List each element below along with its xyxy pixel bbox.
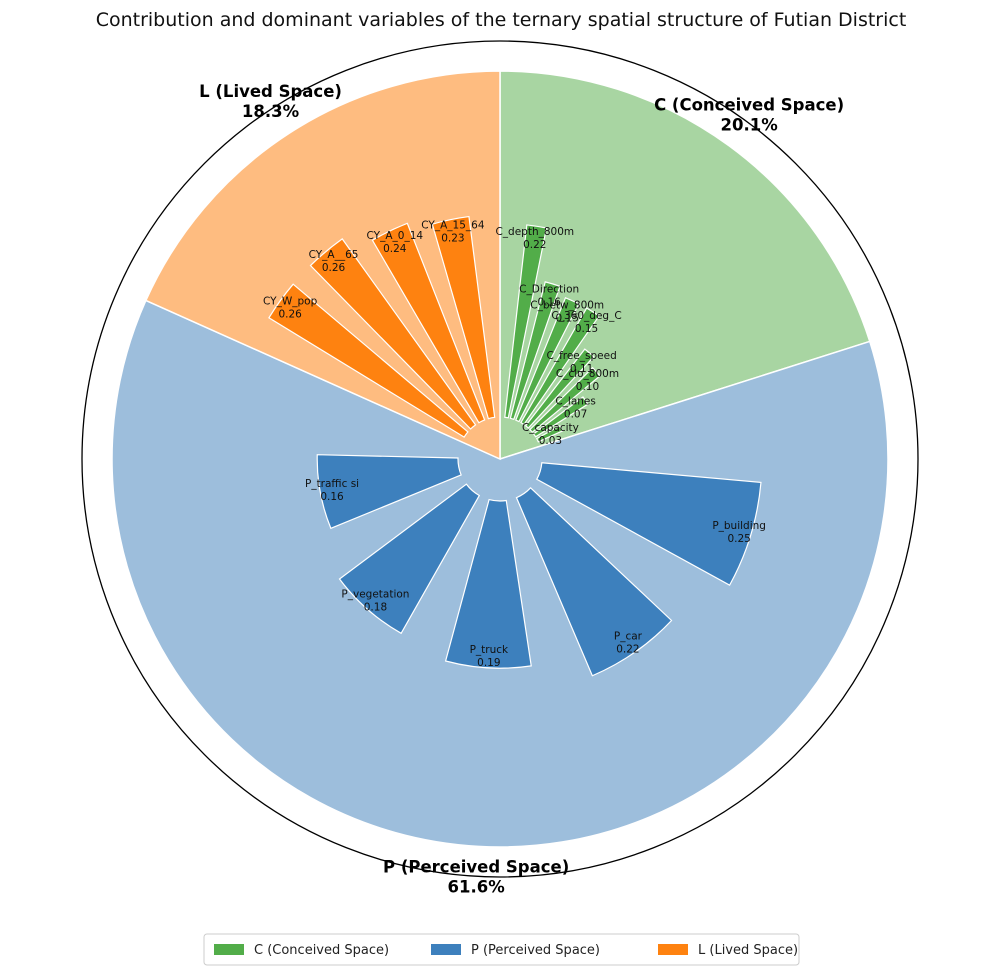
section-percent-p: 61.6% — [448, 877, 506, 896]
legend-entry-c: C (Conceived Space) — [254, 943, 389, 958]
bar-value-c-betw-800m: 0.15 — [556, 313, 579, 325]
bar-value-cy-a-65: 0.26 — [322, 262, 346, 274]
bar-cy-a-15-64 — [431, 215, 496, 420]
legend-frame — [203, 933, 800, 966]
section-label-l: L (Lived Space) — [199, 82, 342, 101]
section-labels: C (Conceived Space)20.1% P (Perceived Spa… — [199, 82, 844, 896]
bar-p-truck — [444, 498, 532, 669]
bar-value-p-building: 0.25 — [727, 533, 750, 545]
bar-value-p-car: 0.22 — [616, 643, 639, 655]
bar-label-c-betw-800m: C_betw_800m — [530, 300, 604, 312]
bar-label-c-clo-800m: C_clo_800m — [556, 368, 619, 380]
bar-c-clo-800m — [529, 366, 601, 433]
bar-value-cy-a-0-14: 0.24 — [383, 243, 407, 255]
section-wedge-c — [499, 70, 871, 461]
bar-p-traffic-si — [316, 454, 462, 530]
bar-label-p-vegetation: P_vegetation — [341, 588, 409, 600]
bar-c-betw-800m — [515, 297, 580, 423]
bar-label-c-360-deg-c: C_360_deg_C — [551, 310, 621, 322]
bar-c-depth-800m — [504, 224, 548, 419]
legend-swatch-l — [658, 944, 688, 955]
bar-label-c-direction: C_Direction — [519, 283, 579, 295]
bar-c-360-deg-c — [520, 307, 600, 426]
bar-p-car — [515, 486, 673, 677]
legend-entry-l: L (Lived Space) — [698, 943, 798, 958]
legend-entry-p: P (Perceived Space) — [471, 943, 600, 958]
bar-value-cy-a-15-64: 0.23 — [441, 232, 464, 244]
legend-swatch-p — [431, 944, 461, 955]
bar-c-direction — [509, 281, 561, 421]
bar-value-c-depth-800m: 0.22 — [523, 239, 546, 251]
bar-c-free-speed — [524, 348, 595, 429]
bar-label-c-free-speed: C_free_speed — [546, 350, 616, 362]
section-percent-l: 18.3% — [242, 102, 300, 121]
section-label-p: P (Perceived Space) — [383, 857, 569, 876]
bar-p-building — [535, 462, 762, 586]
bar-value-p-vegetation: 0.18 — [364, 601, 387, 613]
bar-label-c-depth-800m: C_depth_800m — [495, 226, 574, 238]
section-percent-c: 20.1% — [720, 115, 778, 134]
section-label-c: C (Conceived Space) — [654, 95, 844, 114]
bar-cy-a-65 — [309, 238, 477, 430]
bar-value-p-traffic-si: 0.16 — [320, 491, 344, 503]
bar-value-cy-w-pop: 0.26 — [278, 309, 302, 321]
bar-value-c-direction: 0.16 — [537, 296, 561, 308]
bar-label-c-lanes: C_lanes — [555, 395, 596, 407]
bar-label-p-car: P_car — [614, 630, 643, 642]
bar-value-c-lanes: 0.07 — [564, 408, 587, 420]
bar-value-c-clo-800m: 0.10 — [576, 381, 599, 393]
bar-value-c-capacity: 0.03 — [539, 435, 562, 447]
bar-value-c-360-deg-c: 0.15 — [575, 323, 598, 335]
bar-value-p-truck: 0.19 — [477, 657, 500, 669]
bar-value-c-free-speed: 0.11 — [570, 363, 593, 375]
bar-c-lanes — [532, 396, 589, 438]
bar-p-vegetation — [338, 483, 481, 635]
legend: C (Conceived Space) P (Perceived Space) L … — [203, 933, 800, 966]
variable-labels: C_depth_800m0.22C_Direction0.16C_betw_80… — [263, 219, 766, 668]
bar-label-cy-a-0-14: CY_A_0_14 — [367, 230, 424, 242]
bar-label-cy-a-15-64: CY_A_15_64 — [421, 219, 485, 231]
legend-swatch-c — [214, 944, 244, 955]
variable-bars — [268, 215, 762, 677]
bar-label-c-capacity: C_capacity — [522, 422, 579, 434]
section-wedges — [111, 70, 889, 848]
bar-label-p-truck: P_truck — [470, 644, 509, 656]
bar-label-cy-a-65: CY_A__65 — [309, 249, 359, 261]
bar-label-p-traffic-si: P_traffic si — [305, 478, 359, 490]
chart-title: Contribution and dominant variables of t… — [96, 9, 907, 31]
bar-label-p-building: P_building — [712, 520, 766, 532]
bar-cy-a-0-14 — [371, 222, 486, 424]
outer-ring — [81, 40, 919, 878]
bar-cy-w-pop — [268, 283, 469, 438]
bar-label-cy-w-pop: CY_W_pop — [263, 296, 318, 308]
bar-c-capacity — [535, 425, 564, 443]
